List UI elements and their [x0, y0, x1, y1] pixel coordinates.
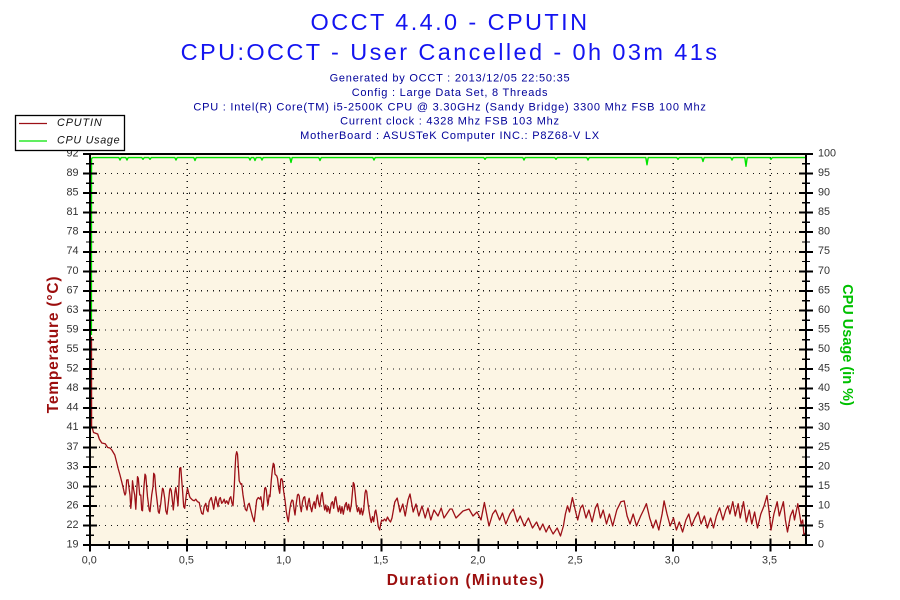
svg-text:80: 80	[818, 226, 830, 238]
svg-text:OCCT 4.4.0 - CPUTIN: OCCT 4.4.0 - CPUTIN	[311, 9, 590, 35]
svg-text:Generated by OCCT : 2013/12/05: Generated by OCCT : 2013/12/05 22:50:35	[330, 73, 571, 85]
svg-text:100: 100	[818, 148, 836, 160]
svg-text:CPUTIN: CPUTIN	[57, 117, 103, 129]
svg-text:CPU Usage (in %): CPU Usage (in %)	[839, 284, 855, 406]
svg-text:59: 59	[66, 324, 78, 336]
svg-text:30: 30	[818, 421, 830, 433]
svg-text:95: 95	[818, 167, 830, 179]
svg-text:41: 41	[66, 421, 78, 433]
svg-text:25: 25	[818, 441, 830, 453]
svg-text:65: 65	[818, 284, 830, 296]
svg-text:20: 20	[818, 460, 830, 472]
svg-text:60: 60	[818, 304, 830, 316]
svg-text:55: 55	[818, 324, 830, 336]
svg-text:45: 45	[818, 363, 830, 375]
svg-text:30: 30	[66, 480, 78, 492]
svg-text:2,5: 2,5	[568, 555, 583, 567]
svg-text:85: 85	[66, 187, 78, 199]
svg-text:22: 22	[66, 519, 78, 531]
svg-text:35: 35	[818, 402, 830, 414]
svg-text:90: 90	[818, 187, 830, 199]
svg-text:70: 70	[818, 265, 830, 277]
svg-text:19: 19	[66, 539, 78, 551]
svg-text:CPU : Intel(R) Core(TM) i5-250: CPU : Intel(R) Core(TM) i5-2500K CPU @ 3…	[193, 101, 706, 113]
svg-text:1,5: 1,5	[373, 555, 388, 567]
svg-text:3,0: 3,0	[665, 555, 680, 567]
svg-text:3,5: 3,5	[762, 555, 777, 567]
svg-text:26: 26	[66, 499, 78, 511]
svg-text:0,0: 0,0	[82, 555, 97, 567]
svg-text:52: 52	[66, 363, 78, 375]
svg-text:67: 67	[66, 284, 78, 296]
svg-text:10: 10	[818, 499, 830, 511]
svg-text:15: 15	[818, 480, 830, 492]
svg-text:89: 89	[66, 167, 78, 179]
svg-text:Duration (Minutes): Duration (Minutes)	[387, 572, 546, 589]
svg-text:2,0: 2,0	[470, 555, 485, 567]
svg-text:37: 37	[66, 441, 78, 453]
svg-text:Config : Large Data Set, 8 Thr: Config : Large Data Set, 8 Threads	[352, 87, 549, 99]
svg-text:MotherBoard : ASUSTeK Computer: MotherBoard : ASUSTeK Computer INC.: P8Z…	[300, 130, 600, 142]
svg-text:48: 48	[66, 382, 78, 394]
svg-text:63: 63	[66, 304, 78, 316]
svg-text:75: 75	[818, 245, 830, 257]
svg-text:44: 44	[66, 402, 78, 414]
svg-text:74: 74	[66, 245, 78, 257]
svg-text:1,0: 1,0	[276, 555, 291, 567]
svg-text:5: 5	[818, 519, 824, 531]
svg-text:81: 81	[66, 206, 78, 218]
svg-text:33: 33	[66, 460, 78, 472]
svg-text:55: 55	[66, 343, 78, 355]
svg-text:CPU:OCCT - User Cancelled - 0h: CPU:OCCT - User Cancelled - 0h 03m 41s	[181, 39, 720, 65]
svg-text:85: 85	[818, 206, 830, 218]
svg-text:Current clock : 4328 Mhz FSB 1: Current clock : 4328 Mhz FSB 103 Mhz	[340, 116, 560, 128]
svg-text:50: 50	[818, 343, 830, 355]
svg-text:70: 70	[66, 265, 78, 277]
svg-text:0: 0	[818, 539, 824, 551]
svg-text:78: 78	[66, 226, 78, 238]
svg-text:40: 40	[818, 382, 830, 394]
svg-text:0,5: 0,5	[179, 555, 194, 567]
svg-text:CPU Usage: CPU Usage	[57, 135, 120, 147]
svg-text:Temperature (°C): Temperature (°C)	[45, 276, 62, 414]
